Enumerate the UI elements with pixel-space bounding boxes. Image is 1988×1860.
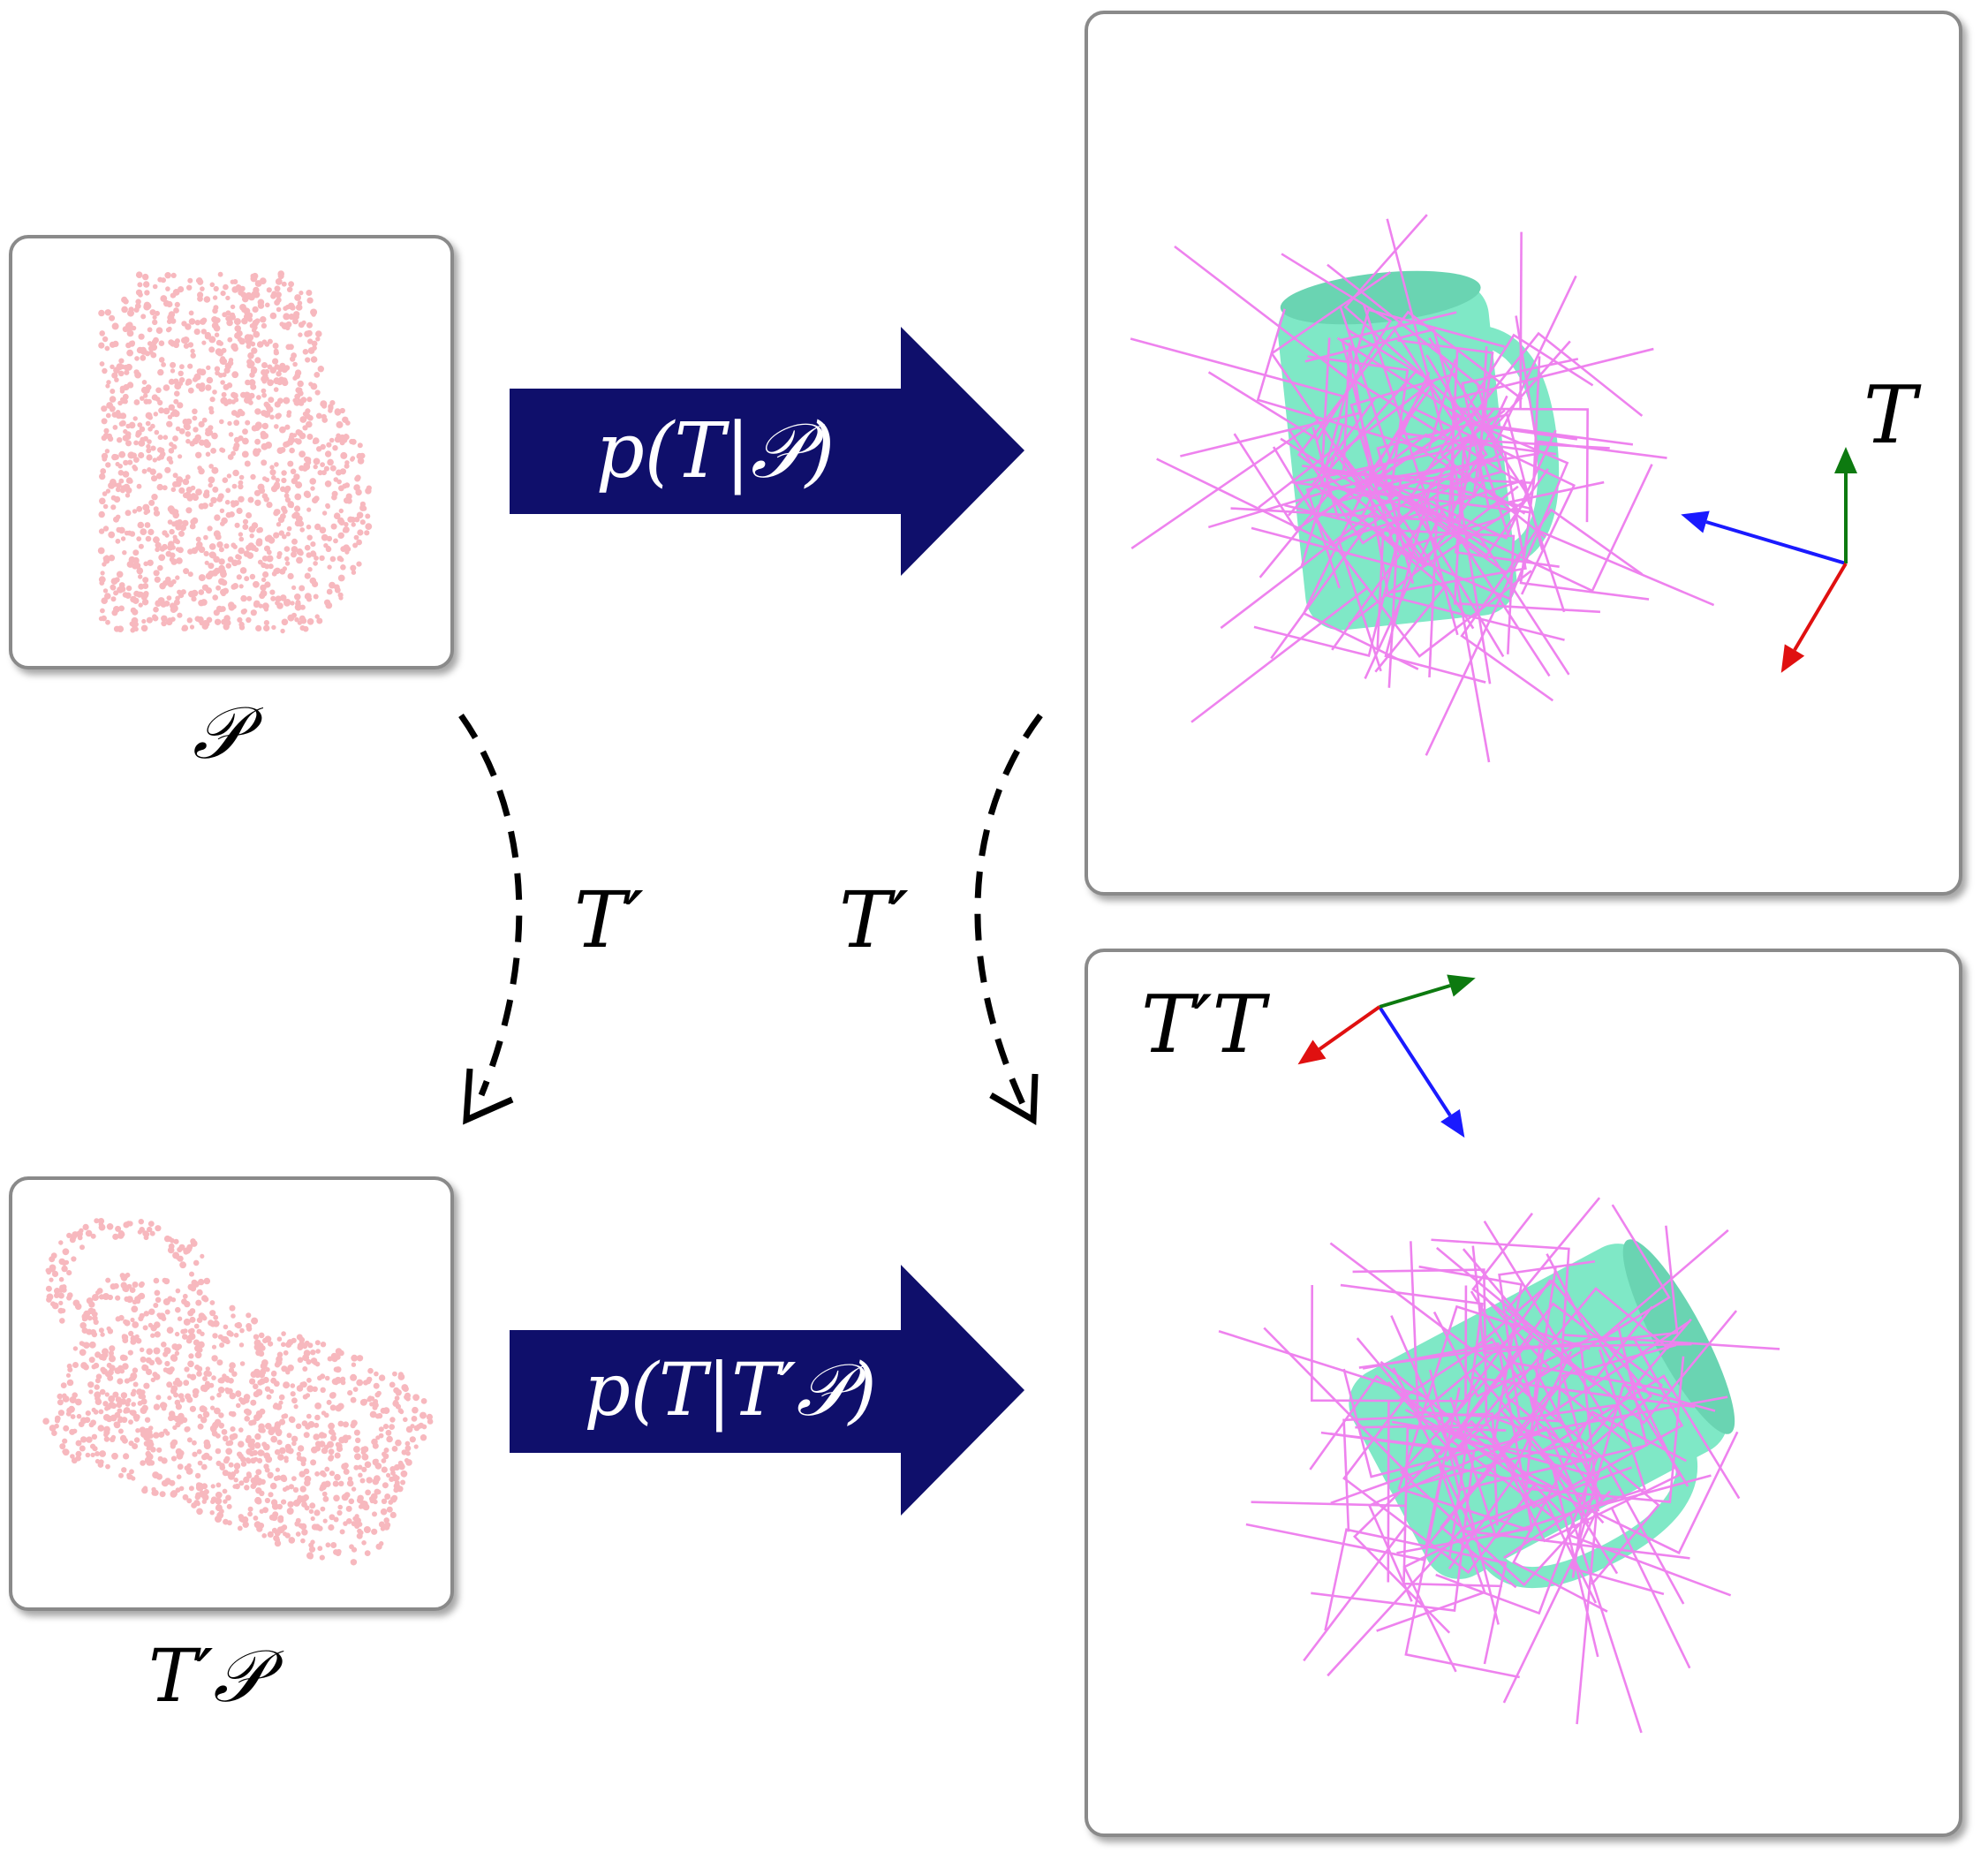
point-cloud-mug-upright	[97, 270, 373, 634]
grasp-pose-lines	[1130, 214, 1715, 763]
block-arrow-top	[510, 327, 1024, 576]
pose-axes-icon	[1297, 974, 1476, 1138]
arrow-label-bottom: p(T|T′𝒫)	[584, 1349, 877, 1433]
pose-label-bottom: T′T	[1141, 979, 1266, 1071]
pose-axes-icon	[1681, 447, 1857, 673]
pose-label-top: T	[1863, 369, 1917, 462]
point-cloud-mug-rotated	[42, 1218, 434, 1566]
transformed-point-cloud-panel	[9, 1176, 454, 1611]
transformed-grasp-poses-panel: T′T	[1085, 949, 1962, 1837]
dashed-arrowhead-right-icon	[989, 1073, 1039, 1125]
rotated-mug-with-grasp-poses	[1218, 974, 1780, 1734]
transformed-cloud-label: T′𝒫	[148, 1635, 266, 1719]
mug-with-grasp-poses	[1130, 214, 1857, 763]
transform-label-right: T′	[839, 874, 909, 965]
points	[42, 1218, 434, 1566]
grasp-poses-panel: T	[1085, 11, 1962, 896]
input-point-cloud-panel	[9, 235, 454, 669]
points	[97, 270, 373, 634]
dashed-arrow-left	[458, 713, 523, 1097]
grasp-pose-lines	[1218, 1197, 1780, 1734]
input-cloud-label: 𝒫	[193, 692, 246, 775]
transform-label-left: T′	[574, 874, 644, 965]
arrow-label-top: p(T|𝒫)	[595, 407, 835, 495]
dashed-arrow-right	[974, 713, 1043, 1106]
block-arrow-bottom	[510, 1265, 1024, 1516]
dashed-arrowhead-left-icon	[463, 1068, 514, 1125]
